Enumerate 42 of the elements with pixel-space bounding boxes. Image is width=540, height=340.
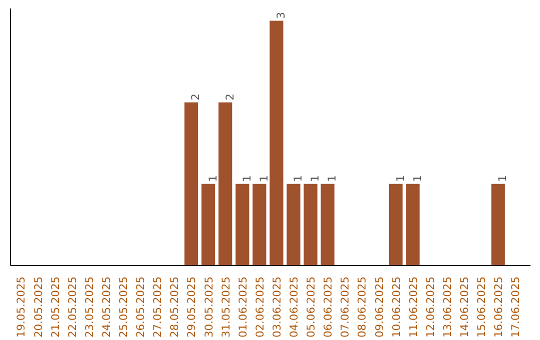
x-tick-label: 02.06.2025 (253, 276, 266, 338)
x-tick-label: 14.06.2025 (458, 276, 472, 338)
data-label: 1 (496, 175, 510, 182)
x-tick-label: 30.05.2025 (202, 276, 216, 338)
data-label: 1 (257, 175, 270, 182)
data-label: 2 (223, 94, 236, 100)
x-tick-label: 08.06.2025 (356, 276, 369, 338)
data-label: 2 (189, 94, 202, 100)
x-tick-label: 03.06.2025 (270, 276, 284, 338)
x-tick-label: 20.05.2025 (32, 276, 45, 338)
x-tick-label: 27.05.2025 (151, 276, 164, 338)
x-tick-label: 19.05.2025 (14, 276, 28, 338)
x-tick-label: 21.05.2025 (48, 276, 62, 338)
x-tick-label: 25.05.2025 (117, 276, 130, 338)
x-tick-label: 15.06.2025 (475, 276, 488, 338)
x-tick-label: 09.06.2025 (372, 276, 386, 338)
x-tick-label: 23.05.2025 (82, 276, 96, 338)
x-tick-label: 16.06.2025 (492, 276, 506, 338)
x-tick-label: 07.06.2025 (338, 276, 352, 338)
x-tick-label: 10.06.2025 (390, 276, 403, 338)
x-tick-label: 17.06.2025 (509, 276, 522, 338)
x-tick-label: 04.06.2025 (288, 276, 301, 338)
data-label: 1 (410, 175, 424, 182)
x-tick-label: 28.05.2025 (168, 276, 182, 338)
x-tick-label: 06.06.2025 (322, 276, 335, 338)
x-tick-label: 01.06.2025 (236, 276, 250, 338)
data-label: 1 (206, 175, 220, 182)
x-tick-label: 05.06.2025 (304, 276, 318, 338)
x-tick-label: 13.06.2025 (440, 276, 454, 338)
x-tick-label: 11.06.2025 (406, 276, 420, 338)
x-tick-label: 12.06.2025 (424, 276, 437, 338)
data-label: 1 (292, 175, 305, 182)
data-label: 1 (308, 175, 322, 182)
x-tick-label: 29.05.2025 (185, 276, 198, 338)
x-tick-label: 26.05.2025 (134, 276, 148, 338)
data-label: 3 (274, 12, 288, 19)
x-tick-label: 24.05.2025 (100, 276, 113, 338)
x-tick-label: 22.05.2025 (66, 276, 79, 338)
data-label: 1 (240, 175, 254, 182)
data-label: 1 (326, 175, 339, 182)
data-label: 1 (394, 175, 407, 182)
x-tick-label: 31.05.2025 (219, 276, 232, 338)
